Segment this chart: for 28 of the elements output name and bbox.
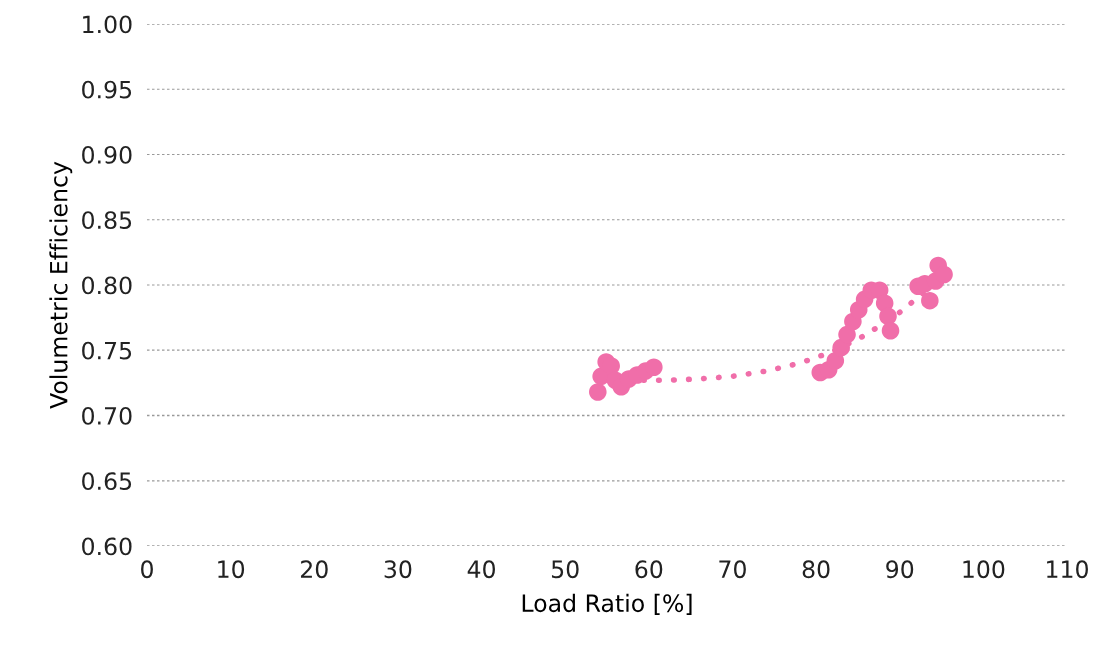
- y-tick-label: 1.00: [83, 15, 132, 34]
- x-tick-label: 50: [551, 560, 579, 579]
- y-axis-title: Volumetric Efficiency: [49, 161, 73, 409]
- x-tick-label: 30: [384, 560, 412, 579]
- point: [832, 338, 850, 357]
- x-tick-label: 10: [218, 560, 245, 579]
- y-tick-label: 0.60: [82, 537, 132, 556]
- x-tick-label: 110: [1047, 560, 1088, 579]
- y-tick-label: 0.95: [82, 80, 132, 99]
- y-tick-label: 0.85: [82, 211, 132, 230]
- y-tick-label: 0.80: [82, 276, 132, 295]
- point: [589, 383, 607, 401]
- point: [645, 358, 663, 376]
- x-tick-label: 90: [886, 560, 914, 579]
- y-tick-label: 0.65: [82, 472, 132, 491]
- point: [921, 291, 939, 310]
- y-tick-label: 0.90: [82, 145, 132, 164]
- point: [881, 321, 900, 340]
- y-tick-label: 0.70: [82, 406, 132, 425]
- x-tick-label: 0: [141, 560, 153, 579]
- x-tick-label: 40: [467, 560, 495, 579]
- x-tick-label: 60: [635, 560, 663, 579]
- y-tick-label: 0.75: [82, 341, 132, 360]
- x-tick-label: 20: [300, 560, 328, 579]
- x-tick-label: 80: [802, 560, 830, 579]
- x-tick-label: 70: [719, 560, 746, 579]
- x-axis-title: Load Ratio [%]: [522, 593, 692, 615]
- x-tick-label: 100: [963, 560, 1005, 579]
